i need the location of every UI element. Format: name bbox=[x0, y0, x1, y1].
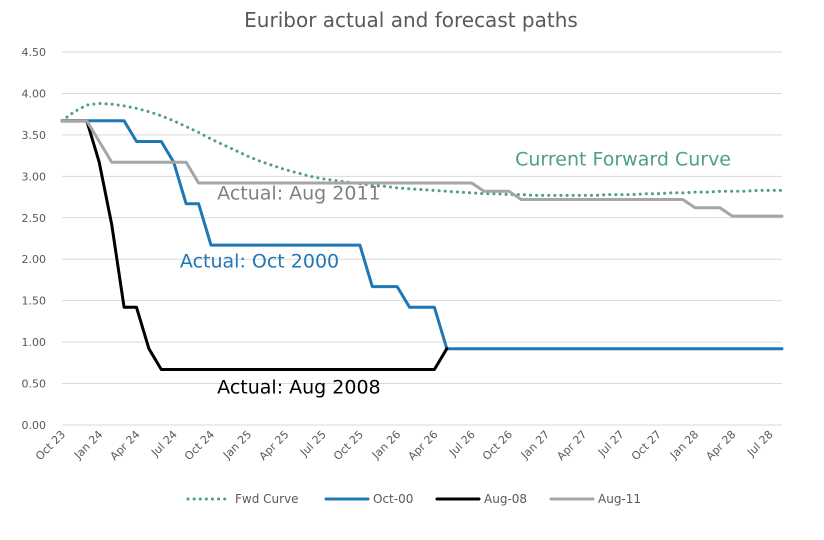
x-tick-label: Apr 28 bbox=[703, 428, 738, 463]
series-line-oct-00 bbox=[60, 119, 784, 351]
gridlines bbox=[62, 51, 782, 426]
x-tick-label: Oct 24 bbox=[182, 428, 217, 463]
x-tick-label: Oct 23 bbox=[33, 428, 68, 463]
legend-label: Aug-08 bbox=[484, 492, 527, 506]
y-tick-label: 0.00 bbox=[22, 419, 47, 432]
y-tick-label: 2.00 bbox=[22, 253, 47, 266]
x-tick-label: Oct 25 bbox=[331, 428, 366, 463]
y-tick-label: 4.00 bbox=[22, 87, 47, 100]
chart-title: Euribor actual and forecast paths bbox=[244, 8, 578, 32]
series-line-fwd-curve bbox=[60, 101, 784, 197]
legend: Fwd Curve Oct-00 Aug-08 Aug-11 bbox=[186, 492, 641, 506]
y-tick-label: 3.50 bbox=[22, 129, 47, 142]
y-tick-label: 1.50 bbox=[22, 295, 47, 308]
x-tick-label: Jul 27 bbox=[595, 428, 627, 460]
series-lines bbox=[60, 101, 784, 371]
x-tick-label: Jul 26 bbox=[446, 428, 478, 460]
x-tick-label: Jan 28 bbox=[667, 428, 701, 462]
y-tick-label: 4.50 bbox=[22, 46, 47, 59]
x-tick-label: Jan 24 bbox=[71, 428, 105, 462]
series-line-aug-08 bbox=[60, 119, 449, 371]
x-tick-label: Jul 28 bbox=[744, 428, 776, 460]
legend-label: Aug-11 bbox=[598, 492, 641, 506]
x-tick-label: Jul 25 bbox=[297, 428, 329, 460]
y-tick-label: 1.00 bbox=[22, 336, 47, 349]
x-tick-label: Jan 25 bbox=[220, 428, 254, 462]
y-axis: 0.00 0.50 1.00 1.50 2.00 2.50 3.00 3.50 4.00 4.50 bbox=[22, 46, 47, 432]
legend-label: Oct-00 bbox=[373, 492, 413, 506]
x-tick-label: Jan 26 bbox=[369, 428, 403, 462]
y-tick-label: 2.50 bbox=[22, 212, 47, 225]
annotation-label: Actual: Aug 2008 bbox=[217, 377, 380, 399]
annotations: Current Forward Curve Actual: Aug 2011 Act… bbox=[180, 149, 731, 399]
annotation-label: Actual: Oct 2000 bbox=[180, 251, 339, 273]
x-tick-label: Apr 27 bbox=[554, 428, 589, 463]
x-tick-label: Apr 24 bbox=[108, 428, 143, 463]
legend-label: Fwd Curve bbox=[235, 492, 299, 506]
annotation-label: Actual: Aug 2011 bbox=[217, 183, 380, 205]
x-tick-label: Apr 26 bbox=[406, 428, 441, 463]
y-tick-label: 3.00 bbox=[22, 170, 47, 183]
x-axis: Oct 23 Jan 24 Apr 24 Jul 24 Oct 24 Jan 25 Apr … bbox=[33, 428, 776, 463]
x-tick-label: Jan 27 bbox=[518, 428, 552, 462]
x-tick-label: Apr 25 bbox=[257, 428, 292, 463]
series-line-aug-11 bbox=[60, 119, 784, 218]
annotation-label: Current Forward Curve bbox=[515, 149, 731, 171]
x-tick-label: Oct 26 bbox=[480, 428, 515, 463]
x-tick-label: Jul 24 bbox=[148, 428, 180, 460]
y-tick-label: 0.50 bbox=[22, 378, 47, 391]
x-tick-label: Oct 27 bbox=[629, 428, 664, 463]
